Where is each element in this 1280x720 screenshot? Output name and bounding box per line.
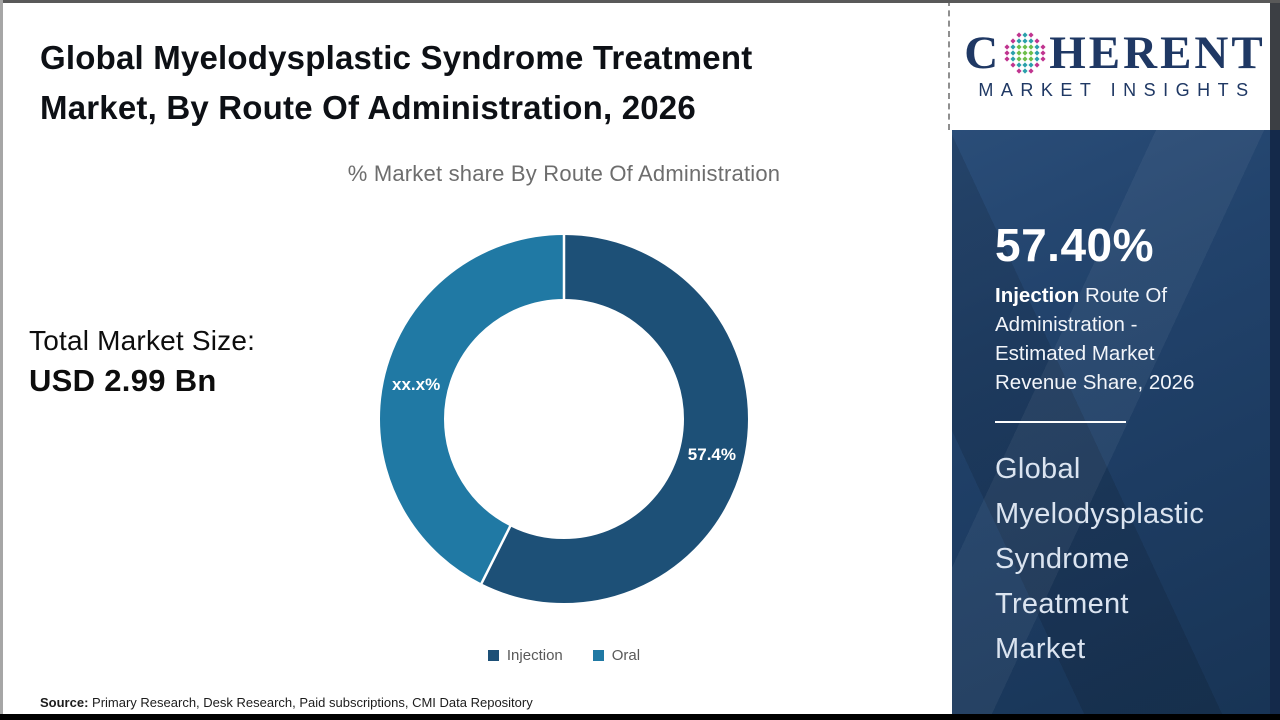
globe-dot <box>1028 56 1034 62</box>
total-market-size-block: Total Market Size: USD 2.99 Bn <box>29 325 255 399</box>
logo: C HERENT MARKET INSIGHTS <box>950 0 1280 130</box>
right-edge-strip-bottom <box>1270 130 1280 714</box>
globe-dot <box>1022 56 1028 62</box>
right-edge-strip-top <box>1270 0 1280 130</box>
globe-dot <box>1022 38 1028 44</box>
globe-dot <box>1016 38 1022 44</box>
source-label: Source: <box>40 695 89 710</box>
globe-dot <box>1022 44 1028 50</box>
globe-dot <box>1028 44 1034 50</box>
globe-dot <box>1040 50 1046 56</box>
globe-dot <box>1010 56 1016 62</box>
globe-dot <box>1016 32 1022 38</box>
globe-dot <box>1034 62 1040 68</box>
globe-dot <box>1022 68 1028 74</box>
globe-dot <box>1028 62 1034 68</box>
frame-border-bottom <box>0 714 1280 720</box>
globe-dot <box>1010 50 1016 56</box>
frame-border-top <box>0 0 1280 3</box>
globe-dot <box>1010 44 1016 50</box>
sidebar-market-name: Global Myelodysplastic Syndrome Treatmen… <box>995 453 1205 665</box>
slice-label-injection: 57.4% <box>688 445 736 464</box>
logo-letter-c: C <box>964 26 1002 79</box>
globe-dot <box>1034 38 1040 44</box>
total-market-size-label: Total Market Size: <box>29 325 256 356</box>
globe-dot <box>1016 62 1022 68</box>
sidebar-divider <box>995 421 1126 423</box>
globe-dot <box>1016 44 1022 50</box>
slice-label-oral: xx.x% <box>392 375 440 394</box>
logo-wordmark: C HERENT <box>964 26 1266 79</box>
globe-dot <box>1022 62 1028 68</box>
legend-swatch-oral <box>592 650 604 661</box>
globe-dot <box>1016 50 1022 56</box>
globe-dot <box>1034 50 1040 56</box>
metric-segment-name: Injection <box>995 284 1080 307</box>
total-market-size-value: USD 2.99 Bn <box>29 363 217 398</box>
main-panel: Global Myelodysplastic Syndrome Treatmen… <box>3 3 950 714</box>
legend-item-injection: Injection <box>487 647 563 664</box>
globe-dot <box>1016 56 1022 62</box>
coherent-globe-icon <box>1004 32 1046 74</box>
chart-title: % Market share By Route Of Administratio… <box>347 161 781 186</box>
globe-dot <box>1022 32 1028 38</box>
donut-chart: 57.4% xx.x% <box>374 229 754 609</box>
legend-item-oral: Oral <box>592 647 641 664</box>
globe-dot <box>1028 50 1034 56</box>
logo-tagline: MARKET INSIGHTS <box>978 79 1256 100</box>
legend-label-injection: Injection <box>506 647 563 664</box>
legend-swatch-injection <box>487 650 499 661</box>
metric-description: Injection Route Of Administration - Esti… <box>995 281 1213 397</box>
globe-dot <box>1040 56 1046 62</box>
page-title: Global Myelodysplastic Syndrome Treatmen… <box>40 39 753 126</box>
metric-segment-desc: Route Of Administration - Estimated Mark… <box>995 284 1195 394</box>
globe-dot <box>1016 68 1022 74</box>
globe-dot <box>1034 56 1040 62</box>
sidebar-content: 57.40% Injection Route Of Administration… <box>952 130 1280 672</box>
legend-label-oral: Oral <box>611 647 641 664</box>
globe-dot <box>1028 68 1034 74</box>
slice-separator <box>479 524 512 585</box>
globe-dot <box>1034 44 1040 50</box>
donut-chart-svg: 57.4% xx.x% <box>380 234 748 603</box>
globe-dot <box>1022 50 1028 56</box>
globe-dot <box>1028 38 1034 44</box>
globe-dot <box>1010 62 1016 68</box>
logo-letters-rest: HERENT <box>1049 26 1266 79</box>
globe-dot <box>1004 44 1010 50</box>
chart-legend: Injection Oral <box>374 647 754 664</box>
globe-dot <box>1004 50 1010 56</box>
globe-dot <box>1028 32 1034 38</box>
dashed-separator <box>948 0 950 130</box>
sidebar-panel: 57.40% Injection Route Of Administration… <box>952 130 1280 714</box>
globe-dot <box>1040 44 1046 50</box>
globe-dot <box>1010 38 1016 44</box>
source-text: Primary Research, Desk Research, Paid su… <box>88 695 533 710</box>
source-line: Source: Primary Research, Desk Research,… <box>40 695 533 710</box>
frame-border-left <box>0 0 3 720</box>
globe-dot <box>1004 56 1010 62</box>
share-value: 57.40% <box>995 219 1155 271</box>
